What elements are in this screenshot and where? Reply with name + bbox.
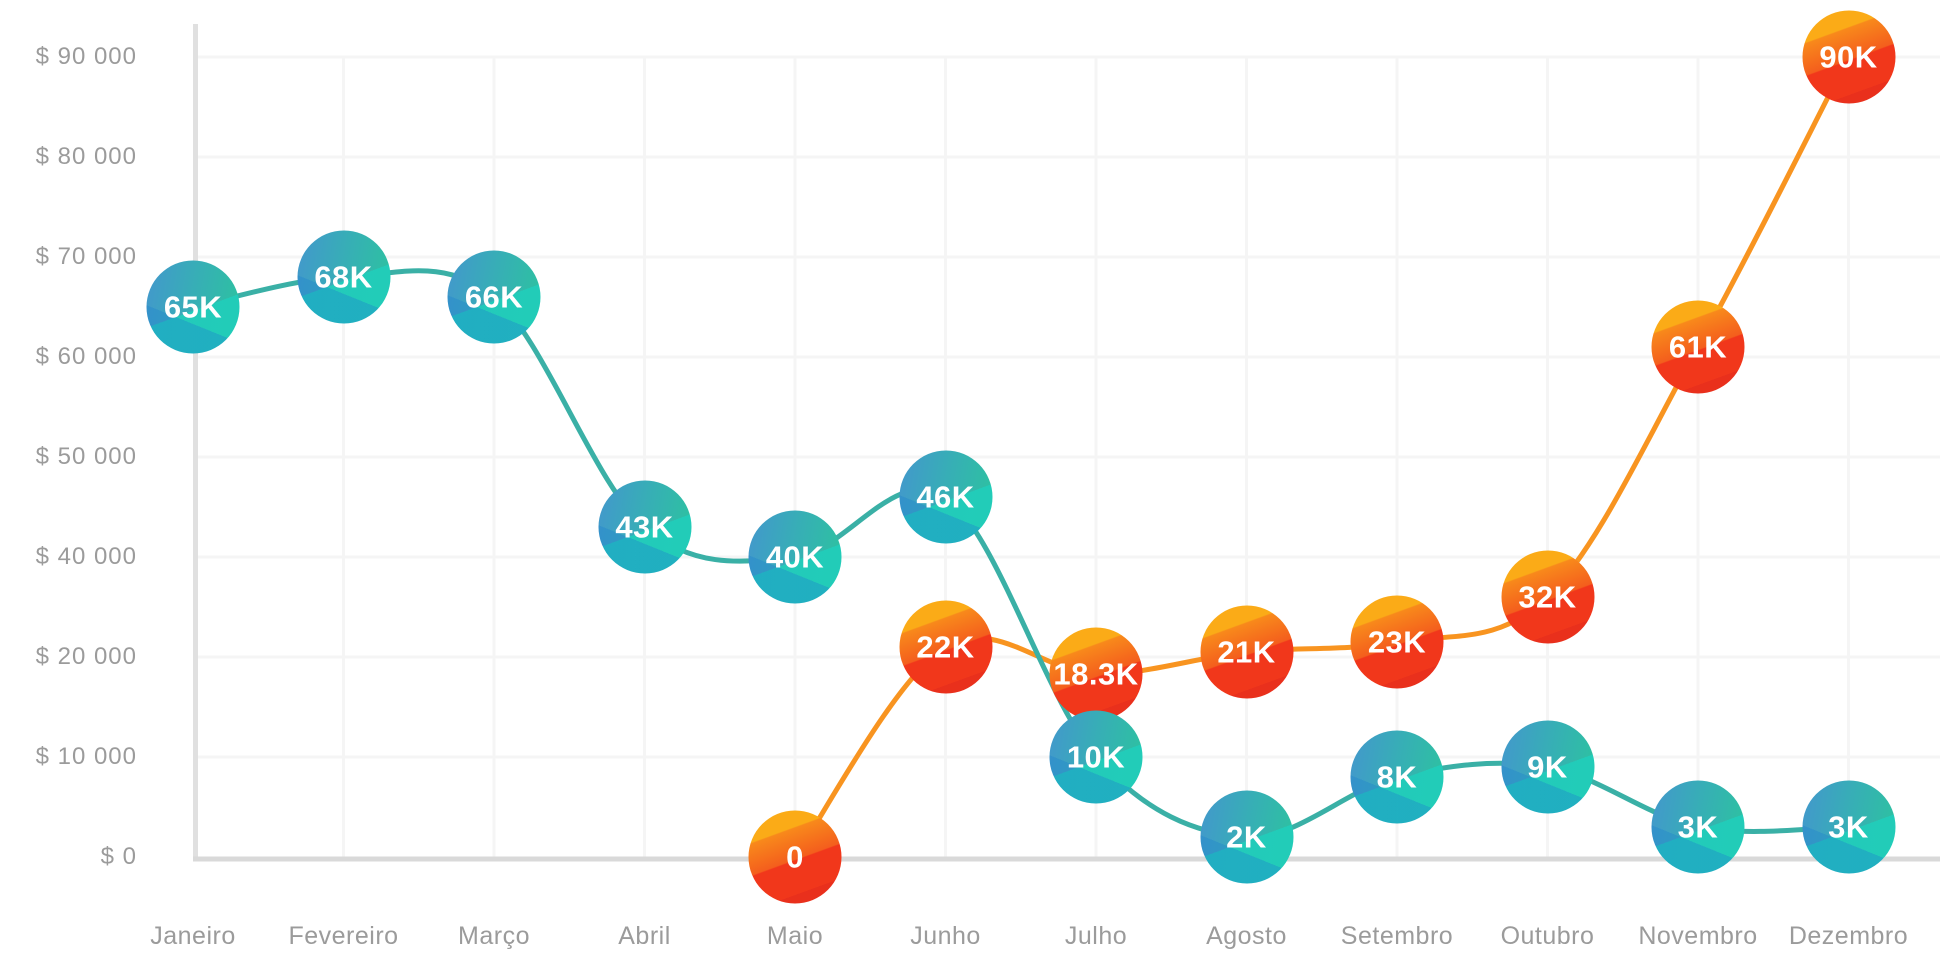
- data-point-label: 65K: [163, 289, 223, 324]
- data-point-label: 23K: [1367, 624, 1427, 659]
- data-point-label: 0: [786, 839, 804, 874]
- data-point-3k[interactable]: 3K: [1651, 780, 1745, 874]
- data-point-9k[interactable]: 9K: [1501, 720, 1594, 814]
- y-axis-tick-label: $ 50 000: [35, 443, 137, 470]
- data-point-43k[interactable]: 43K: [598, 480, 691, 574]
- y-axis-tick-label: $ 80 000: [35, 143, 137, 170]
- y-axis-tick-label: $ 20 000: [35, 643, 137, 670]
- data-point-label: 61K: [1668, 329, 1728, 364]
- x-axis-month-label: Dezembro: [1788, 922, 1909, 950]
- data-point-label: 3K: [1828, 809, 1869, 844]
- data-point-label: 8K: [1376, 759, 1418, 794]
- data-point-label: 40K: [765, 539, 825, 574]
- data-point-61k[interactable]: 61K: [1651, 300, 1745, 394]
- data-point-label: 66K: [464, 279, 524, 314]
- data-point-22k[interactable]: 22K: [899, 600, 992, 694]
- data-point-10k[interactable]: 10K: [1049, 710, 1143, 804]
- data-point-label: 21K: [1217, 634, 1276, 669]
- data-point-21k[interactable]: 21K: [1200, 605, 1293, 699]
- data-point-label: 9K: [1527, 749, 1568, 784]
- data-point-3k[interactable]: 3K: [1802, 780, 1895, 874]
- x-axis-month-label: Junho: [910, 922, 981, 950]
- data-point-40k[interactable]: 40K: [748, 510, 842, 604]
- y-axis-tick-label: $ 0: [100, 843, 137, 870]
- data-point-label: 2K: [1226, 819, 1267, 854]
- data-point-0[interactable]: 0: [748, 810, 842, 904]
- x-axis-month-label: Abril: [618, 922, 671, 950]
- x-axis-month-label: Março: [458, 922, 530, 950]
- data-point-label: 32K: [1518, 579, 1577, 614]
- data-point-label: 10K: [1066, 739, 1126, 774]
- data-point-label: 68K: [314, 259, 373, 294]
- data-point-label: 90K: [1819, 39, 1878, 74]
- x-axis-month-label: Janeiro: [150, 922, 236, 950]
- data-point-90k[interactable]: 90K: [1802, 10, 1895, 104]
- y-axis-tick-label: $ 70 000: [35, 243, 137, 270]
- x-axis-month-label: Outubro: [1500, 922, 1595, 950]
- x-axis-month-label: Agosto: [1206, 922, 1287, 950]
- x-axis-month-label: Novembro: [1638, 922, 1758, 950]
- x-axis-month-label: Maio: [766, 922, 824, 950]
- data-point-46k[interactable]: 46K: [899, 450, 992, 544]
- y-axis-tick-label: $ 90 000: [35, 43, 137, 70]
- data-point-23k[interactable]: 23K: [1350, 595, 1444, 689]
- data-point-32k[interactable]: 32K: [1501, 550, 1594, 644]
- x-axis-month-label: Julho: [1064, 922, 1128, 950]
- data-point-66k[interactable]: 66K: [447, 250, 541, 344]
- y-axis-tick-label: $ 40 000: [35, 543, 137, 570]
- y-axis-tick-label: $ 60 000: [35, 343, 137, 370]
- data-point-label: 18.3K: [1053, 656, 1139, 691]
- x-axis-month-label: Fevereiro: [288, 922, 399, 950]
- data-point-8k[interactable]: 8K: [1350, 730, 1444, 824]
- data-point-65k[interactable]: 65K: [146, 260, 240, 354]
- data-point-label: 46K: [916, 479, 975, 514]
- data-point-18-3k[interactable]: 18.3K: [1049, 627, 1143, 721]
- data-point-68k[interactable]: 68K: [297, 230, 390, 324]
- x-axis-month-label: Setembro: [1340, 922, 1454, 950]
- data-point-label: 22K: [916, 629, 975, 664]
- y-axis-tick-label: $ 10 000: [35, 743, 137, 770]
- data-point-label: 43K: [615, 509, 674, 544]
- data-point-label: 3K: [1677, 809, 1719, 844]
- data-point-2k[interactable]: 2K: [1200, 790, 1293, 884]
